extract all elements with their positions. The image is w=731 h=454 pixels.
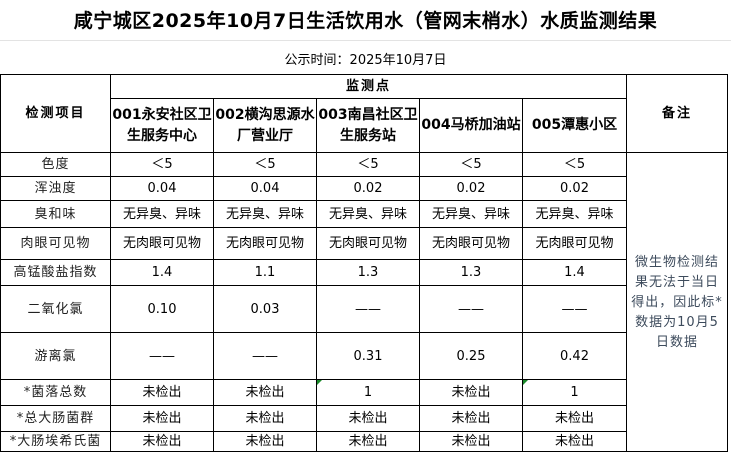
table-row: *菌落总数 未检出 未检出 1 未检出 1 — [0, 379, 728, 406]
value-cell: 未检出 — [110, 405, 214, 432]
value-cell: 未检出 — [419, 379, 523, 406]
value-cell: 无异臭、异味 — [110, 200, 214, 228]
table-row: 臭和味 无异臭、异味 无异臭、异味 无异臭、异味 无异臭、异味 无异臭、异味 — [0, 200, 728, 228]
value-cell: 0.04 — [213, 176, 317, 201]
value-cell: 未检出 — [110, 431, 214, 452]
value-cell: 1 — [316, 379, 420, 406]
value-cell: ＜5 — [419, 152, 523, 177]
item-label: *大肠埃希氏菌 — [0, 431, 111, 452]
value-cell: 0.04 — [110, 176, 214, 201]
value-cell: 未检出 — [316, 405, 420, 432]
value-cell: 无异臭、异味 — [316, 200, 420, 228]
value-cell: 无异臭、异味 — [522, 200, 627, 228]
table-row: 浑浊度 0.04 0.04 0.02 0.02 0.02 — [0, 176, 728, 201]
remark-header: 备注 — [626, 74, 728, 153]
value-cell: —— — [522, 285, 627, 333]
value-cell: 未检出 — [213, 379, 317, 406]
table-row: *总大肠菌群 未检出 未检出 未检出 未检出 未检出 — [0, 405, 728, 432]
site-header: 001永安社区卫生服务中心 — [110, 98, 214, 153]
value-cell: 0.31 — [316, 332, 420, 380]
table-row: 色度 ＜5 ＜5 ＜5 ＜5 ＜5 微生物检测结果无法于当日得出，因此标*数据为10月5日数… — [0, 152, 728, 452]
value-cell: 0.02 — [522, 176, 627, 201]
value-cell: 1.4 — [110, 259, 214, 286]
value-cell: —— — [213, 332, 317, 380]
value-cell: 无异臭、异味 — [213, 200, 317, 228]
value-cell: ＜5 — [316, 152, 420, 177]
value-cell: —— — [110, 332, 214, 380]
site-header: 005潭惠小区 — [522, 98, 627, 153]
value-cell: 0.42 — [522, 332, 627, 380]
value-cell: 0.25 — [419, 332, 523, 380]
value-cell: 未检出 — [419, 431, 523, 452]
value-cell: 未检出 — [419, 405, 523, 432]
value-cell: ＜5 — [110, 152, 214, 177]
table-row: 肉眼可见物 无肉眼可见物 无肉眼可见物 无肉眼可见物 无肉眼可见物 无肉眼可见物 — [0, 227, 728, 260]
divider — [0, 40, 731, 41]
group-header: 监测点 — [110, 74, 627, 99]
value-cell: —— — [316, 285, 420, 333]
value-cell: 1 — [522, 379, 627, 406]
item-label: 二氧化氯 — [0, 285, 111, 333]
item-label: 浑浊度 — [0, 176, 111, 201]
item-label: 游离氯 — [0, 332, 111, 380]
results-table: 检测项目 监测点 备注 001永安社区卫生服务中心 002横沟思源水厂营业厅 0… — [0, 74, 728, 452]
page-title: 咸宁城区2025年10月7日生活饮用水（管网末梢水）水质监测结果 — [73, 10, 658, 32]
site-header: 004马桥加油站 — [419, 98, 523, 153]
value-cell: 无肉眼可见物 — [316, 227, 420, 260]
value-cell: 1.4 — [522, 259, 627, 286]
value-cell: 无肉眼可见物 — [213, 227, 317, 260]
value-cell: 0.10 — [110, 285, 214, 333]
item-header: 检测项目 — [0, 74, 111, 153]
item-label: *菌落总数 — [0, 379, 111, 406]
value-cell: 未检出 — [522, 431, 627, 452]
value-cell: 无肉眼可见物 — [110, 227, 214, 260]
value-cell: ＜5 — [522, 152, 627, 177]
value-cell: 无肉眼可见物 — [522, 227, 627, 260]
value-cell: 未检出 — [316, 431, 420, 452]
item-label: 臭和味 — [0, 200, 111, 228]
value-cell: 未检出 — [110, 379, 214, 406]
value-cell: 未检出 — [522, 405, 627, 432]
site-header: 002横沟思源水厂营业厅 — [213, 98, 317, 153]
table-row: 游离氯 —— —— 0.31 0.25 0.42 — [0, 332, 728, 380]
value-cell: 1.1 — [213, 259, 317, 286]
table-row: 高锰酸盐指数 1.4 1.1 1.3 1.3 1.4 — [0, 259, 728, 286]
item-label: 色度 — [0, 152, 111, 177]
item-label: 肉眼可见物 — [0, 227, 111, 260]
value-cell: ＜5 — [213, 152, 317, 177]
value-cell: —— — [419, 285, 523, 333]
table-row: 二氧化氯 0.10 0.03 —— —— —— — [0, 285, 728, 333]
publish-date: 公示时间：2025年10月7日 — [284, 53, 447, 68]
value-cell: 0.03 — [213, 285, 317, 333]
site-header: 003南昌社区卫生服务站 — [316, 98, 420, 153]
value-cell: 0.02 — [419, 176, 523, 201]
value-cell: 无肉眼可见物 — [419, 227, 523, 260]
value-cell: 未检出 — [213, 431, 317, 452]
table-row: *大肠埃希氏菌 未检出 未检出 未检出 未检出 未检出 — [0, 431, 728, 452]
value-cell: 0.02 — [316, 176, 420, 201]
remark-note: 微生物检测结果无法于当日得出，因此标*数据为10月5日数据 — [626, 152, 728, 452]
item-label: *总大肠菌群 — [0, 405, 111, 432]
value-cell: 1.3 — [316, 259, 420, 286]
value-cell: 未检出 — [213, 405, 317, 432]
value-cell: 无异臭、异味 — [419, 200, 523, 228]
value-cell: 1.3 — [419, 259, 523, 286]
item-label: 高锰酸盐指数 — [0, 259, 111, 286]
